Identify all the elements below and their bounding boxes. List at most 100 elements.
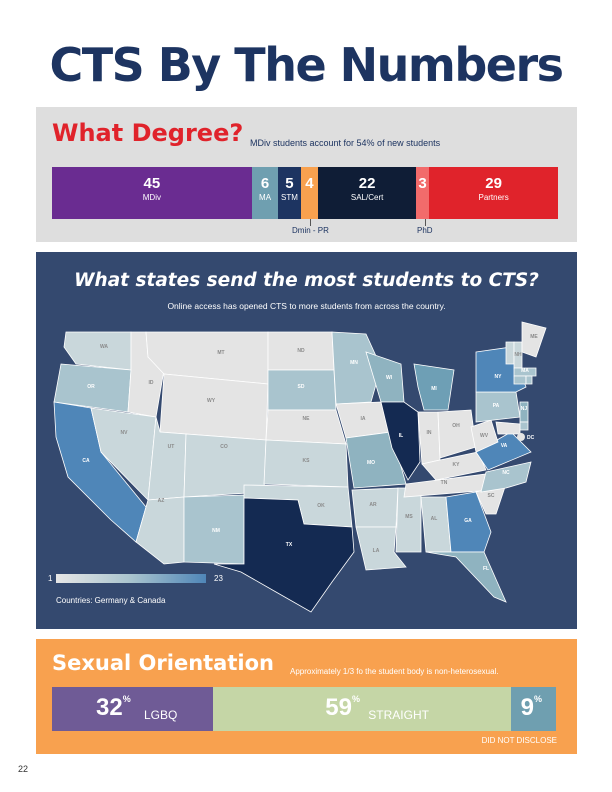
state-label-wy: WY [207, 398, 216, 404]
state-label-ut: UT [168, 444, 175, 450]
state-label-va: VA [501, 443, 508, 449]
degree-seg-partners: 29 Partners [429, 167, 558, 219]
state-la [355, 526, 407, 571]
orientation-stacked-bar: 32% LGBQ 59% STRAIGHT 9% [52, 687, 556, 731]
state-label-ny: NY [495, 374, 503, 380]
percent-sign: % [351, 694, 360, 704]
state-label-mo: MO [367, 460, 375, 466]
state-vt [505, 341, 515, 365]
state-label-la: LA [373, 548, 380, 554]
state-ms [395, 487, 422, 553]
state-label-ok: OK [317, 503, 325, 509]
state-ct [513, 375, 527, 385]
state-mi [413, 363, 455, 411]
orientation-label: LGBQ [144, 708, 178, 722]
degree-label: MDiv [142, 193, 161, 202]
state-tx [213, 497, 355, 613]
degree-value: 45 [143, 175, 161, 192]
state-label-ma: MA [521, 368, 529, 374]
state-wy [159, 373, 269, 441]
degree-value: 5 [285, 175, 294, 192]
state-label-tn: TN [441, 480, 448, 486]
state-label-mi: MI [431, 386, 437, 392]
legend-max: 23 [214, 574, 223, 583]
state-il [380, 401, 421, 481]
degree-value: 3 [418, 175, 427, 192]
state-md [495, 421, 521, 435]
state-label-wa: WA [100, 344, 108, 350]
state-label-me: ME [530, 334, 538, 340]
degree-label: STM [281, 193, 298, 202]
degree-subtitle: MDiv students account for 54% of new stu… [250, 138, 441, 148]
state-label-nh: NH [514, 352, 522, 358]
state-label-ne: NE [303, 416, 311, 422]
state-label-nm: NM [212, 528, 220, 534]
degree-stacked-bar: 45 MDiv 6 MA 5 STM 4 22 SAL/Cert 3 29 Partners [52, 167, 558, 219]
state-label-sd: SD [298, 384, 305, 390]
phd-callout-line [425, 219, 426, 226]
orientation-seg-straight: 59% STRAIGHT [213, 687, 511, 731]
degree-label: Partners [478, 193, 509, 202]
phd-callout: PhD [417, 226, 433, 235]
orientation-seg-did-not-disclose: 9% [510, 687, 556, 731]
degree-title: What Degree? [52, 119, 244, 147]
dmin-callout: Dmin - PR [292, 226, 329, 235]
orientation-value: 9% [520, 694, 542, 721]
state-de [519, 421, 529, 431]
state-wa [63, 331, 132, 371]
orientation-title: Sexual Orientation [52, 651, 274, 675]
map-title: What states send the most students to CT… [74, 270, 539, 291]
state-label-in: IN [427, 430, 432, 436]
state-ma [513, 367, 537, 377]
state-label-ca: CA [82, 458, 90, 464]
state-label-il: IL [399, 433, 403, 439]
state-label-sc: SC [488, 493, 495, 499]
degree-label: MA [259, 193, 272, 202]
state-label-pa: PA [493, 403, 500, 409]
degree-seg-sal-cert: 22 SAL/Cert [318, 167, 416, 219]
not-disclosed-label: DID NOT DISCLOSE [481, 736, 557, 745]
degree-seg-ma: 6 MA [251, 167, 279, 219]
orientation-value: 32% [96, 694, 131, 721]
degree-seg-stm: 5 STM [278, 167, 301, 219]
orientation-section: Sexual Orientation Approximately 1/3 fo … [36, 639, 577, 754]
us-choropleth-map: WA OR CA ID NV MT WY UT AZ CO NM ND SD NE KS OK TX MN IA MO… [53, 321, 547, 613]
state-label-wi: WI [386, 375, 393, 381]
page-title: CTS By The Numbers [49, 38, 564, 92]
legend-gradient [56, 574, 206, 583]
map-subtitle: Online access has opened CTS to more stu… [167, 301, 446, 311]
state-label-oh: OH [452, 423, 460, 429]
state-ga [445, 491, 492, 553]
state-label-tx: TX [286, 542, 293, 548]
state-label-ia: IA [361, 416, 366, 422]
state-label-nc: NC [502, 470, 510, 476]
countries-note: Countries: Germany & Canada [56, 596, 166, 605]
state-in [417, 411, 441, 465]
legend-min: 1 [48, 574, 53, 583]
percent-sign: % [533, 694, 542, 704]
degree-section: What Degree? MDiv students account for 5… [36, 107, 577, 242]
degree-value: 22 [358, 175, 376, 192]
degree-value: 29 [485, 175, 502, 192]
state-nj [519, 401, 529, 423]
state-label-id: ID [149, 380, 154, 386]
state-sd [267, 369, 337, 411]
degree-seg-mdiv: 45 MDiv [52, 167, 252, 219]
dmin-callout-line [310, 219, 311, 226]
state-label-ar: AR [369, 502, 377, 508]
state-label-nd: ND [297, 348, 305, 354]
state-label-ky: KY [453, 462, 461, 468]
state-label-az: AZ [158, 498, 165, 504]
state-label-fl: FL [483, 566, 489, 572]
state-va [475, 431, 532, 471]
state-label-co: CO [220, 444, 228, 450]
state-label-ms: MS [405, 514, 413, 520]
percent-sign: % [122, 694, 131, 704]
map-section: What states send the most students to CT… [36, 252, 577, 629]
degree-value: 4 [305, 175, 314, 192]
state-wv [470, 419, 499, 453]
state-oh [437, 409, 477, 459]
state-fl [425, 551, 507, 603]
state-label-nj: NJ [521, 406, 528, 412]
orientation-seg-lgbq: 32% LGBQ [52, 687, 214, 731]
